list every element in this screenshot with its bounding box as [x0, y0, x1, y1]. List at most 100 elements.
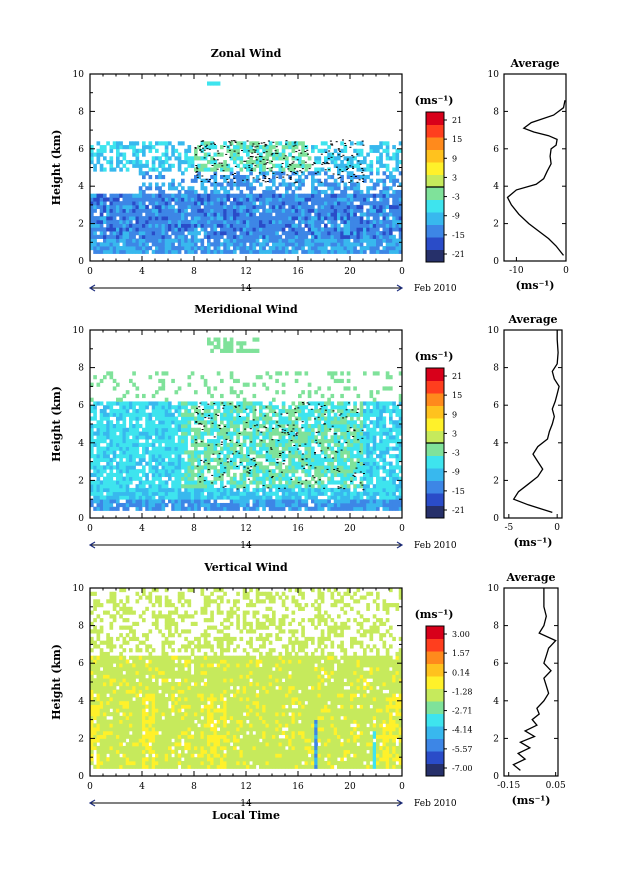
heatmap-cell [376, 216, 380, 221]
heatmap-cell [398, 216, 403, 221]
heatmap-cell [142, 204, 146, 210]
heatmap-cell [291, 502, 296, 508]
heatmap-cell [376, 431, 380, 436]
heatmap-cell [389, 472, 393, 478]
heatmap-cell [207, 408, 211, 414]
heatmap-cell [359, 457, 364, 462]
heatmap-cell [96, 156, 101, 161]
heatmap-cell [363, 431, 367, 436]
heatmap-cell [398, 397, 403, 402]
heatmap-cell [145, 487, 149, 493]
heatmap-cell [103, 148, 107, 153]
heatmap-cell [181, 457, 185, 462]
heatmap-cell [158, 189, 162, 195]
heatmap-cell [184, 238, 188, 243]
heatmap-cell [200, 480, 205, 485]
heatmap-cell [177, 208, 182, 213]
heatmap-cell [116, 145, 120, 150]
heatmap-cell [346, 193, 351, 198]
heatmap-cell [135, 141, 140, 146]
heatmap-cell [275, 234, 279, 239]
heatmap-cell [132, 491, 136, 496]
heatmap-cell [177, 212, 182, 217]
heatmap-cell [359, 484, 364, 489]
heatmap-cell [103, 487, 107, 493]
heatmap-cell [138, 204, 143, 210]
heatmap-cell [103, 219, 107, 224]
heatmap-cell [138, 171, 143, 176]
contour-segment [287, 165, 290, 167]
heatmap-cell [340, 412, 344, 417]
heatmap-cell [164, 454, 169, 459]
heatmap-cell [138, 408, 143, 414]
heatmap-cell [242, 499, 247, 504]
heatmap-cell [132, 416, 136, 421]
heatmap-cell [168, 431, 172, 436]
heatmap-cell [226, 506, 231, 511]
heatmap-cell [168, 242, 172, 247]
heatmap-cell [363, 472, 367, 478]
heatmap-cell [333, 499, 338, 504]
heatmap-cell [353, 442, 357, 447]
heatmap-cell [213, 171, 218, 176]
heatmap-cell [298, 484, 302, 489]
heatmap-cell [376, 231, 380, 236]
heatmap-cell [184, 152, 188, 157]
contour-segment [345, 166, 348, 168]
heatmap-cell [262, 412, 266, 417]
contour-segment [231, 174, 234, 175]
heatmap-cell [333, 378, 338, 384]
heatmap-cell [103, 156, 107, 161]
heatmap-cell [265, 249, 270, 254]
heatmap-cell [184, 446, 188, 451]
heatmap-cell [298, 227, 302, 232]
heatmap-cell [320, 219, 325, 224]
heatmap-cell [148, 231, 153, 236]
heatmap-cell [392, 167, 396, 172]
heatmap-cell [210, 208, 214, 213]
heatmap-cell [207, 231, 211, 236]
heatmap-cell [233, 197, 237, 202]
heatmap-cell [327, 204, 331, 210]
heatmap-cell [304, 491, 309, 496]
heatmap-cell [398, 227, 403, 232]
heatmap-cell [307, 227, 312, 232]
contour-segment [244, 167, 247, 169]
heatmap-cell [265, 472, 270, 478]
heatmap-cell [343, 408, 348, 414]
heatmap-cell [324, 197, 328, 202]
heatmap-cell [298, 174, 302, 180]
heatmap-cell [226, 163, 231, 168]
heatmap-cell [161, 242, 166, 247]
contour-segment [275, 146, 278, 148]
heatmap-cell [116, 472, 120, 478]
heatmap-cell [207, 487, 211, 493]
contour-segment [305, 458, 308, 460]
heatmap-cell [112, 499, 117, 504]
heatmap-cell [151, 238, 156, 243]
heatmap-cell [262, 231, 266, 236]
heatmap-cell [255, 416, 260, 421]
heatmap-cell [278, 163, 283, 168]
heatmap-cell [135, 401, 140, 406]
heatmap-cell [307, 408, 312, 414]
heatmap-cell [236, 491, 240, 496]
heatmap-cell [376, 249, 380, 254]
heatmap-cell [148, 450, 153, 455]
heatmap-cell [376, 145, 380, 150]
heatmap-cell [278, 472, 283, 478]
heatmap-cell [382, 219, 387, 224]
heatmap-cell [320, 416, 325, 421]
heatmap-cell [298, 427, 302, 432]
heatmap-cell [197, 174, 201, 180]
heatmap-cell [174, 454, 179, 459]
heatmap-cell [174, 450, 179, 455]
heatmap-cell [158, 439, 162, 444]
heatmap-cell [236, 219, 240, 224]
heatmap-cell [177, 401, 182, 406]
heatmap-cell [171, 227, 175, 232]
heatmap-cell [90, 231, 94, 236]
heatmap-cell [226, 427, 231, 432]
heatmap-cell [275, 152, 279, 157]
heatmap-cell [350, 457, 354, 462]
